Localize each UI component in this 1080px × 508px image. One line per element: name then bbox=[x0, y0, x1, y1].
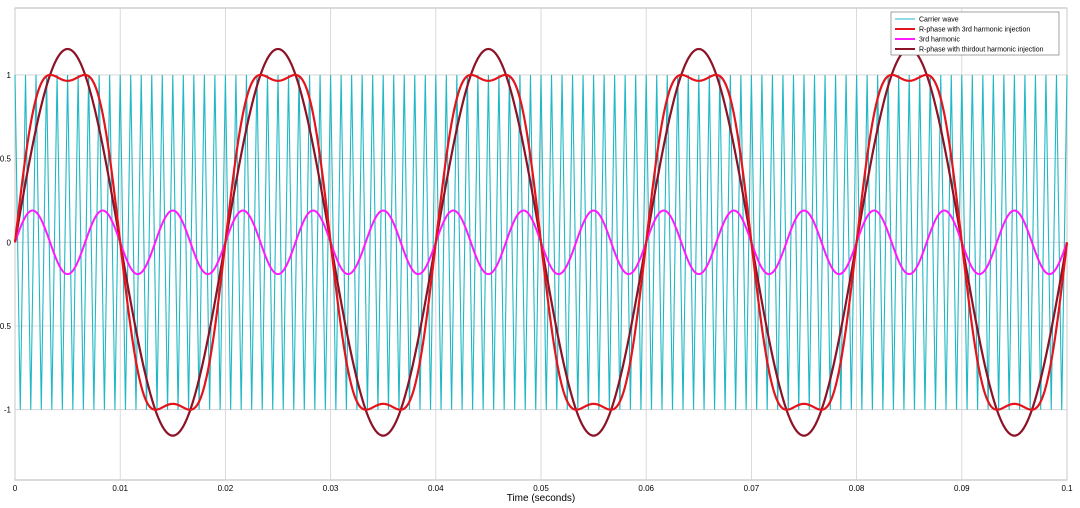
series-carrier-wave bbox=[14, 74, 1068, 410]
x-axis-ticks: 0 0.01 0.02 0.03 0.04 0.05 0.06 0.07 0.08 0.09 0.1 bbox=[13, 484, 1073, 493]
legend-entry-label: R-phase with thirdout harmonic injection bbox=[919, 47, 1044, 54]
x-tick-label: 0.02 bbox=[218, 484, 234, 493]
y-tick-label: -1 bbox=[4, 406, 12, 415]
x-tick-label: 0.04 bbox=[428, 484, 444, 493]
series-r-phase-injected bbox=[13, 73, 1069, 411]
legend-box bbox=[890, 11, 1060, 56]
x-tick-label: 0.01 bbox=[112, 484, 128, 493]
y-tick-label: 0 bbox=[7, 238, 12, 247]
x-tick-label: 0.06 bbox=[638, 484, 654, 493]
y-tick-label: 0.5 bbox=[0, 155, 12, 164]
y-axis-ticks: 1 0.5 0 -0.5 -1 bbox=[0, 71, 12, 415]
y-tick-label: -0.5 bbox=[0, 322, 12, 331]
x-axis-label: Time (seconds) bbox=[507, 493, 576, 504]
legend: Carrier wave R-phase with 3rd harmonic in… bbox=[890, 11, 1060, 56]
x-tick-label: 0.07 bbox=[744, 484, 760, 493]
series-layer bbox=[13, 47, 1069, 437]
x-tick-label: 0.05 bbox=[533, 484, 549, 493]
x-tick-label: 0.08 bbox=[849, 484, 865, 493]
legend-entry-label: 3rd harmonic bbox=[919, 37, 960, 44]
x-tick-label: 0.1 bbox=[1061, 484, 1073, 493]
legend-entry-label: Carrier wave bbox=[919, 17, 959, 24]
legend-entry-label: R-phase with 3rd harmonic injection bbox=[919, 27, 1030, 34]
x-tick-label: 0.03 bbox=[323, 484, 339, 493]
x-tick-label: 0 bbox=[13, 484, 18, 493]
x-tick-label: 0.09 bbox=[954, 484, 970, 493]
y-tick-label: 1 bbox=[7, 71, 12, 80]
